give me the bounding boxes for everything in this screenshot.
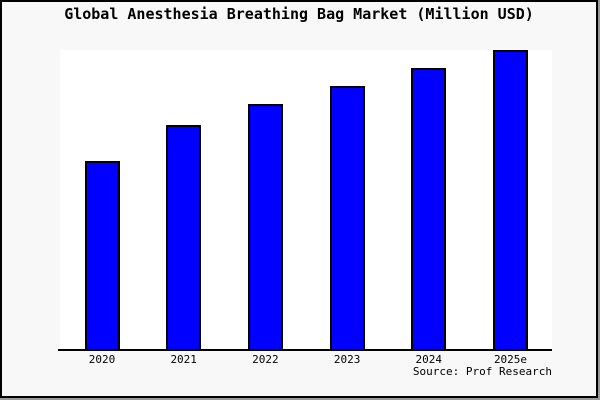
plot-area (60, 50, 552, 350)
x-tick-2021: 2021 (170, 353, 197, 366)
bar-2024 (411, 68, 447, 350)
bar-2022 (247, 104, 283, 350)
x-axis-line (58, 349, 552, 351)
bar-2020 (84, 161, 120, 350)
bar-2025e (493, 50, 528, 350)
x-tick-2025e: 2025e (493, 353, 528, 366)
x-tick-2023: 2023 (333, 353, 361, 366)
x-tick-2022: 2022 (252, 353, 279, 366)
bar-2023 (329, 86, 365, 350)
x-tick-2020: 2020 (88, 353, 116, 366)
chart-title: Global Anesthesia Breathing Bag Market (… (64, 5, 534, 23)
bar-2021 (166, 125, 202, 350)
x-tick-2024: 2024 (415, 353, 443, 366)
source-note: Source: Prof Research (412, 365, 552, 378)
